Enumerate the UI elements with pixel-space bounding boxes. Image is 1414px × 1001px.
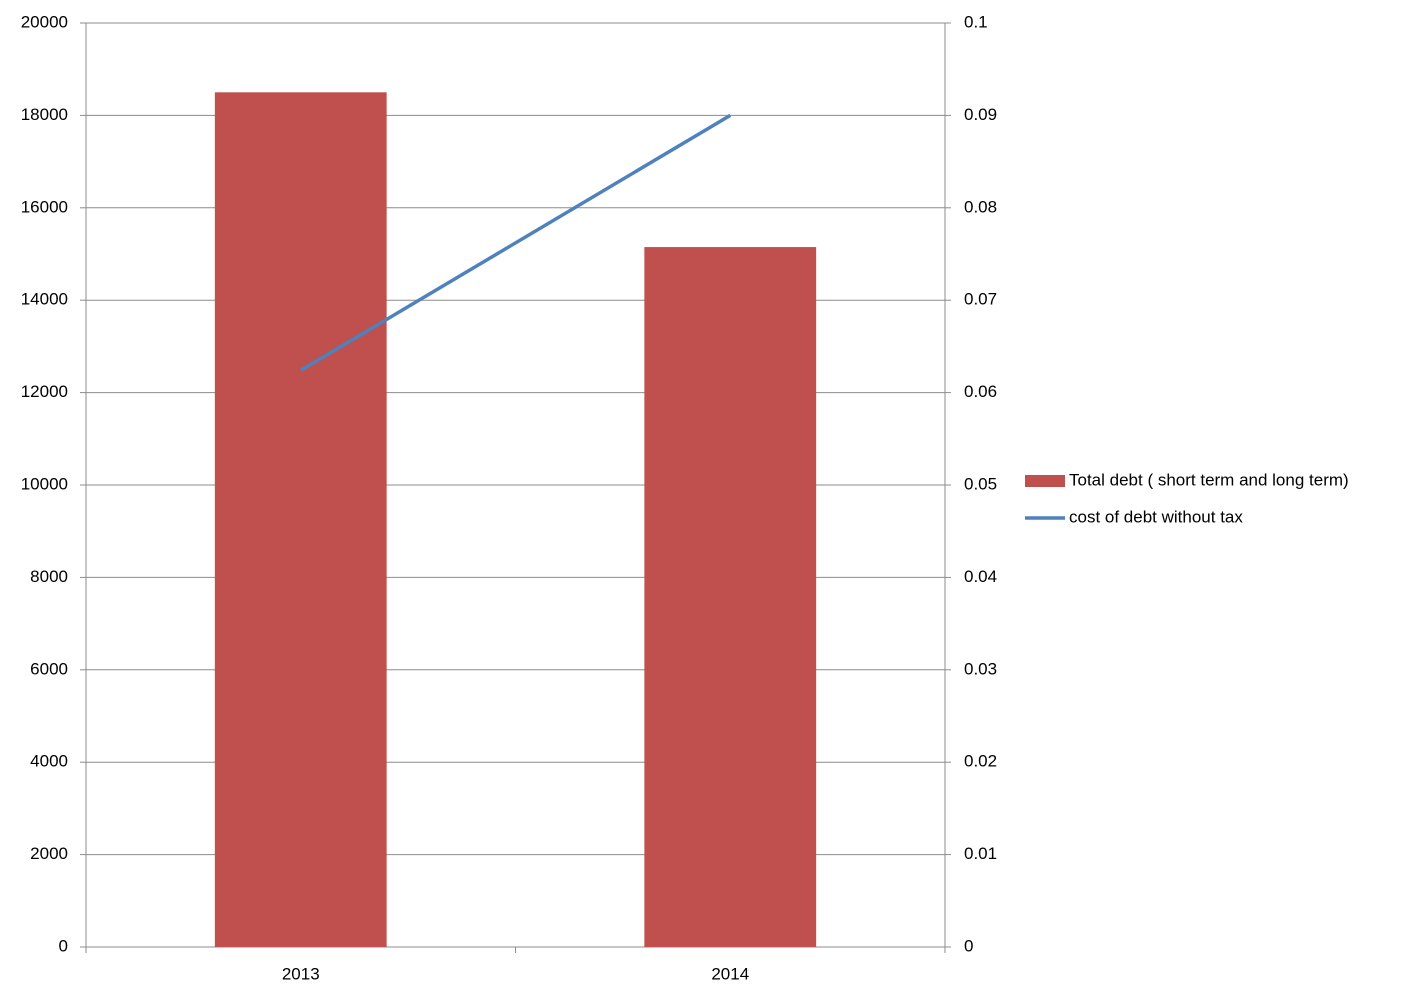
- bar: [644, 247, 817, 947]
- y2-tick-label: 0: [964, 936, 973, 955]
- y2-tick-label: 0.02: [964, 752, 997, 771]
- y-tick-label: 2000: [30, 844, 68, 863]
- y2-tick-label: 0.07: [964, 290, 997, 309]
- y-tick-label: 14000: [21, 290, 68, 309]
- y2-tick-label: 0.01: [964, 844, 997, 863]
- y-tick-label: 0: [59, 936, 68, 955]
- y-tick-label: 8000: [30, 567, 68, 586]
- legend-label: cost of debt without tax: [1069, 507, 1243, 526]
- y2-tick-label: 0.06: [964, 382, 997, 401]
- y-tick-label: 6000: [30, 659, 68, 678]
- legend-swatch: [1025, 475, 1065, 487]
- x-tick-label: 2014: [711, 964, 749, 983]
- bar: [214, 92, 387, 948]
- x-tick-label: 2013: [282, 964, 320, 983]
- legend-label: Total debt ( short term and long term): [1069, 470, 1349, 489]
- y-tick-label: 10000: [21, 474, 68, 493]
- y-tick-label: 12000: [21, 382, 68, 401]
- y2-tick-label: 0.1: [964, 12, 988, 31]
- y2-tick-label: 0.03: [964, 659, 997, 678]
- y-tick-label: 20000: [21, 12, 68, 31]
- y-tick-label: 18000: [21, 105, 68, 124]
- y2-tick-label: 0.08: [964, 197, 997, 216]
- y-tick-label: 4000: [30, 752, 68, 771]
- y2-tick-label: 0.04: [964, 567, 997, 586]
- y2-tick-label: 0.09: [964, 105, 997, 124]
- line: [299, 113, 732, 372]
- y-tick-label: 16000: [21, 197, 68, 216]
- y2-tick-label: 0.05: [964, 474, 997, 493]
